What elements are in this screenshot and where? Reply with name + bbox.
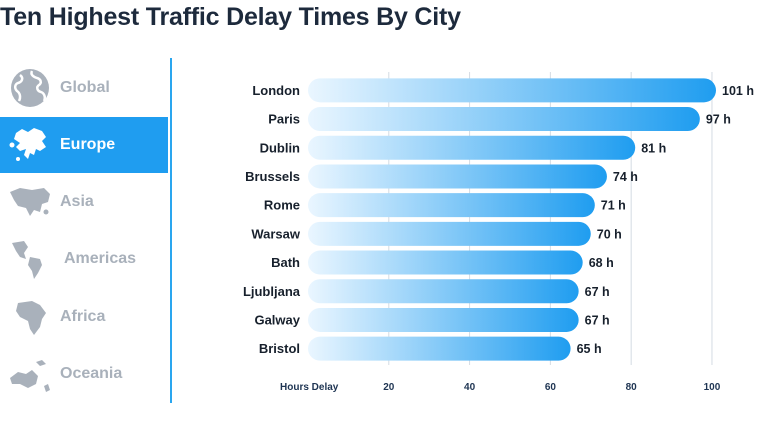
category-label: Brussels xyxy=(245,169,300,184)
x-tick-label: 60 xyxy=(545,382,557,393)
bar xyxy=(308,336,571,361)
region-sidebar: Global Europe Asia Americas Africa xyxy=(0,58,172,403)
x-tick-label: 20 xyxy=(383,382,395,393)
category-label: London xyxy=(252,83,300,98)
category-label: Dublin xyxy=(260,140,300,155)
data-label: 101 h xyxy=(722,84,754,98)
data-label: 65 h xyxy=(577,342,602,356)
region-label: Global xyxy=(60,79,110,96)
category-label: Ljubljana xyxy=(243,284,301,299)
data-label: 71 h xyxy=(601,199,626,213)
x-tick-label: 100 xyxy=(704,382,721,393)
oceania-map-icon xyxy=(10,360,50,392)
region-label: Asia xyxy=(60,193,94,210)
bar xyxy=(308,164,607,189)
bar xyxy=(308,193,595,218)
delay-bar-chart: London 101 h Paris 97 h Dublin 81 h Brussels 74… xyxy=(243,72,754,393)
region-label: Oceania xyxy=(60,365,123,382)
x-axis-title: Hours Delay xyxy=(280,382,339,393)
asia-map-icon xyxy=(10,188,50,216)
category-label: Bristol xyxy=(259,341,300,356)
x-tick-label: 80 xyxy=(626,382,638,393)
region-item-asia[interactable]: Asia xyxy=(0,174,168,230)
region-label: Africa xyxy=(60,308,106,325)
region-item-americas[interactable]: Americas xyxy=(0,231,168,287)
category-label: Warsaw xyxy=(251,226,301,241)
globe-icon xyxy=(11,69,49,107)
category-label: Paris xyxy=(268,112,300,127)
region-item-global[interactable]: Global xyxy=(0,60,168,116)
region-label: Americas xyxy=(64,250,137,267)
data-label: 70 h xyxy=(597,227,622,241)
data-label: 81 h xyxy=(641,141,666,155)
region-item-europe[interactable]: Europe xyxy=(0,117,168,173)
bar xyxy=(308,279,579,304)
data-label: 67 h xyxy=(585,285,610,299)
category-label: Rome xyxy=(264,198,300,213)
bar xyxy=(308,107,700,132)
americas-map-icon xyxy=(12,241,42,279)
data-label: 67 h xyxy=(585,313,610,327)
bar xyxy=(308,221,591,246)
page-title: Ten Highest Traffic Delay Times By City xyxy=(0,3,461,31)
bar xyxy=(308,135,636,160)
data-label: 74 h xyxy=(613,170,638,184)
region-label: Europe xyxy=(60,136,116,153)
region-item-africa[interactable]: Africa xyxy=(0,289,168,345)
europe-map-icon xyxy=(9,128,46,161)
bar xyxy=(308,250,583,275)
data-label: 97 h xyxy=(706,113,731,127)
bar xyxy=(308,307,579,332)
category-label: Bath xyxy=(271,255,300,270)
region-item-oceania[interactable]: Oceania xyxy=(0,346,168,402)
x-tick-label: 40 xyxy=(464,382,476,393)
africa-map-icon xyxy=(16,301,46,335)
data-label: 68 h xyxy=(589,256,614,270)
bar xyxy=(308,78,716,103)
category-label: Galway xyxy=(254,312,300,327)
